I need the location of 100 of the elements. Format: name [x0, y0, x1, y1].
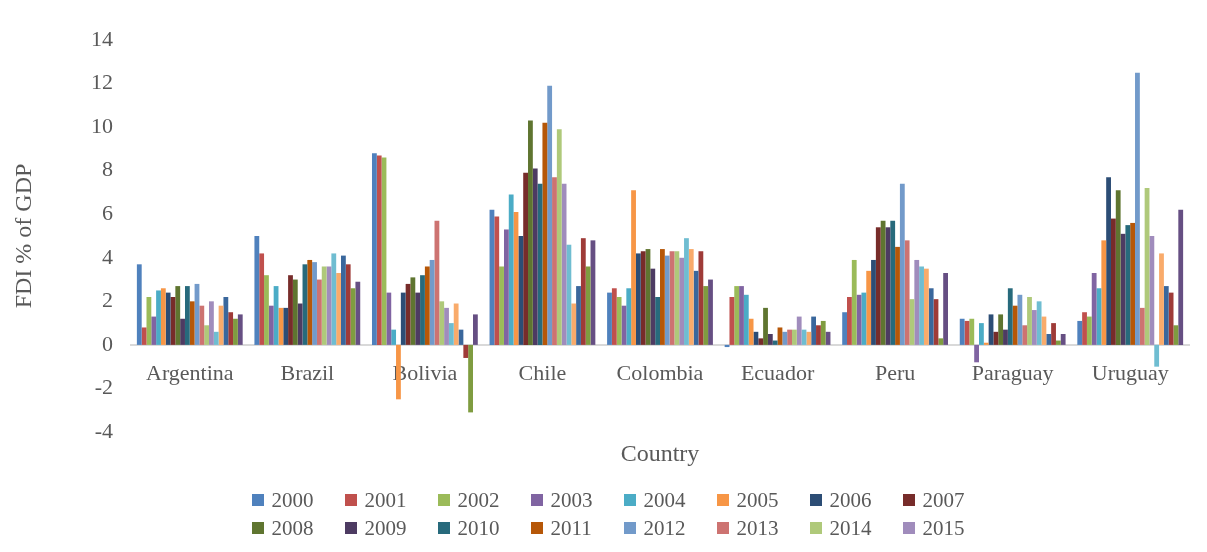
bar	[468, 344, 473, 413]
bar	[518, 236, 524, 345]
bar	[660, 249, 665, 345]
legend-label: 2010	[457, 516, 500, 540]
y-tick-label: 4	[102, 243, 113, 269]
legend-label: 2008	[271, 516, 314, 540]
bar	[552, 177, 557, 345]
x-tick-label: Colombia	[616, 359, 704, 385]
bar	[415, 292, 421, 345]
bar	[292, 279, 298, 345]
bar	[703, 286, 709, 345]
bar	[684, 238, 689, 345]
bar	[1168, 292, 1174, 345]
bar	[998, 314, 1004, 345]
y-tick-label: 8	[102, 156, 113, 182]
bar	[674, 251, 680, 345]
bar	[571, 303, 577, 345]
bar	[782, 331, 788, 345]
x-tick-label: Chile	[518, 359, 567, 385]
bar	[184, 286, 190, 345]
bar	[1130, 222, 1136, 345]
bar	[580, 238, 586, 345]
bar	[297, 303, 303, 345]
bar	[739, 286, 744, 345]
bar	[743, 294, 749, 345]
legend-label: 2002	[457, 488, 500, 512]
bar	[1125, 225, 1131, 345]
bar	[228, 312, 234, 345]
legend-label: 2000	[271, 488, 314, 512]
y-tick-label: 0	[102, 330, 113, 356]
bar	[1159, 253, 1164, 345]
bar	[983, 342, 989, 345]
bar	[791, 329, 797, 345]
bar	[1110, 218, 1116, 345]
bar	[1060, 334, 1066, 345]
x-tick-label: Paraguay	[971, 359, 1054, 385]
bar	[386, 292, 392, 345]
bar	[631, 190, 636, 345]
bar	[890, 220, 896, 345]
bar	[566, 244, 572, 345]
bar	[787, 329, 792, 345]
bar	[1036, 301, 1042, 345]
bar	[355, 281, 361, 345]
bar	[655, 296, 660, 345]
y-tick-label: 10	[91, 112, 113, 138]
y-axis-title: FDI % of GDP	[9, 163, 36, 309]
bar	[1139, 307, 1145, 345]
bar	[472, 314, 478, 345]
bar	[861, 292, 867, 345]
bar	[160, 288, 166, 345]
bar	[223, 296, 229, 345]
legend-label: 2011	[550, 516, 592, 540]
bar	[1135, 72, 1140, 345]
legend-label: 2004	[643, 488, 686, 512]
bar	[851, 259, 857, 345]
bar	[664, 255, 670, 345]
bar	[635, 253, 641, 345]
bar	[1178, 209, 1184, 345]
bar	[708, 279, 713, 345]
bar	[1163, 286, 1169, 345]
bar	[820, 320, 826, 345]
bar	[979, 323, 984, 345]
bar	[938, 338, 944, 345]
bar	[1091, 273, 1097, 345]
bar	[1027, 296, 1032, 345]
bar	[556, 129, 562, 345]
bar	[1022, 325, 1028, 345]
bar	[209, 301, 214, 345]
bar	[268, 305, 274, 345]
bar	[233, 318, 238, 345]
bar	[307, 259, 313, 345]
bar	[959, 318, 965, 345]
bar	[523, 172, 529, 345]
bar	[1101, 240, 1107, 345]
legend-label: 2005	[736, 488, 779, 512]
bar	[528, 120, 533, 345]
bar	[283, 307, 289, 345]
bar	[679, 257, 685, 345]
bar	[767, 334, 773, 345]
bar	[772, 340, 778, 345]
bar	[316, 279, 322, 345]
bar	[796, 316, 802, 345]
bar	[943, 273, 949, 345]
bar	[156, 290, 161, 345]
bar	[969, 318, 975, 345]
bar	[151, 316, 157, 345]
bar	[410, 277, 416, 345]
x-axis-title: Country	[619, 439, 701, 468]
x-tick-label: Peru	[874, 359, 916, 385]
bar	[391, 329, 397, 345]
x-tick-label: Ecuador	[740, 359, 815, 385]
bar	[866, 270, 872, 345]
bar	[816, 325, 821, 345]
bar	[748, 318, 754, 345]
y-tick-label: 2	[102, 287, 113, 313]
legend-label: 2001	[364, 488, 407, 512]
bar	[1082, 312, 1087, 345]
bar	[204, 325, 210, 345]
bar	[312, 262, 317, 345]
bar	[842, 312, 848, 345]
